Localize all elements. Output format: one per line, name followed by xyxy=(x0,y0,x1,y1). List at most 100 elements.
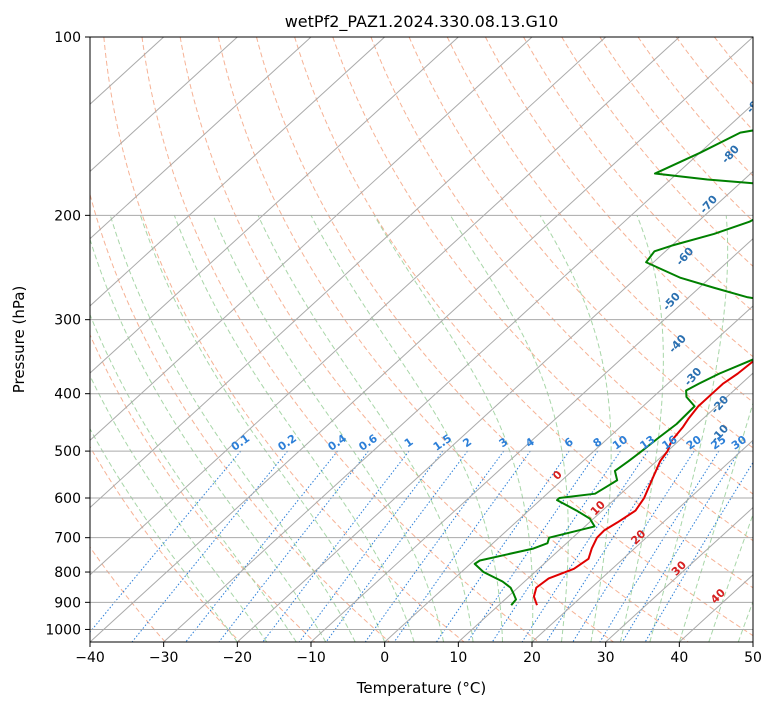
moist-adiabat xyxy=(257,215,474,642)
dry-adiabat xyxy=(217,37,689,642)
mixing-ratio-label: 36 xyxy=(750,433,770,453)
moist-adiabat xyxy=(212,215,445,642)
y-tick-label: 700 xyxy=(54,531,81,547)
moist-adiabat xyxy=(109,215,356,642)
x-tick-label: 0 xyxy=(380,650,389,666)
moist-adiabat xyxy=(310,215,504,642)
moist-adiabat xyxy=(678,401,753,642)
isotherm-line xyxy=(90,37,533,442)
dry-adiabat xyxy=(90,333,316,642)
mixing-ratio-label: 0.1 xyxy=(229,432,252,454)
isotherm-line xyxy=(236,170,753,642)
mixing-ratio-label: 0.2 xyxy=(276,432,299,454)
mixing-ratio-line xyxy=(467,450,599,642)
x-tick-label: −30 xyxy=(149,650,179,666)
mixing-ratio-line xyxy=(131,450,288,642)
x-tick-label: 20 xyxy=(523,650,541,666)
mixing-ratio-label: 20 xyxy=(684,433,704,453)
isotherm-line xyxy=(457,372,753,642)
mixing-ratio-line xyxy=(393,450,531,642)
isotherm-line xyxy=(531,439,753,642)
dry-adiabat xyxy=(752,37,753,39)
x-tick-label: 50 xyxy=(744,650,762,666)
mixing-ratio-line xyxy=(262,450,410,642)
moist-adiabat xyxy=(619,215,664,642)
mixing-ratio-line xyxy=(572,450,695,642)
moist-adiabat-label: 40 xyxy=(708,586,728,606)
dry-adiabat xyxy=(637,37,753,177)
x-tick-label: −10 xyxy=(296,650,326,666)
isotherm-line xyxy=(605,506,753,642)
dry-adiabat xyxy=(675,37,753,131)
moist-adiabat xyxy=(173,215,415,642)
x-tick-label: −40 xyxy=(75,650,105,666)
isotherm-line xyxy=(90,37,386,307)
dry-adiabat xyxy=(561,37,753,267)
dry-adiabat xyxy=(370,37,753,495)
isotherm-line xyxy=(384,305,753,642)
dry-adiabat-label: -60 xyxy=(673,245,696,269)
isotherm-line xyxy=(90,37,312,240)
plot-frame xyxy=(89,36,754,643)
x-tick-label: 40 xyxy=(670,650,688,666)
moist-adiabat-label: 20 xyxy=(628,527,648,547)
x-axis-label: Temperature (°C) xyxy=(356,679,486,697)
dry-adiabat xyxy=(90,192,390,642)
mixing-ratio-label: 13 xyxy=(638,433,658,452)
mixing-ratio-line xyxy=(218,450,369,642)
isotherm-line xyxy=(310,237,753,642)
dry-adiabat xyxy=(408,37,753,449)
y-tick-label: 200 xyxy=(54,208,81,224)
y-tick-label: 100 xyxy=(54,30,81,46)
isotherm-line xyxy=(90,37,753,642)
moist-adiabat xyxy=(90,313,297,642)
chart-title: wetPf2_PAZ1.2024.330.08.13.G10 xyxy=(285,12,559,32)
mixing-ratio-line xyxy=(621,450,740,642)
y-tick-label: 800 xyxy=(54,565,81,581)
y-tick-label: 500 xyxy=(54,444,81,460)
mixing-ratio-label: 1.5 xyxy=(431,432,454,454)
x-tick-label: −20 xyxy=(223,650,253,666)
mixing-ratio-line xyxy=(644,461,753,642)
mixing-ratio-line xyxy=(364,450,505,642)
dry-adiabat xyxy=(484,37,753,358)
mixing-ratio-line xyxy=(491,450,621,642)
isotherm-line xyxy=(163,103,753,642)
isotherm-line xyxy=(90,37,680,576)
moist-adiabat xyxy=(737,600,753,642)
dry-adiabat xyxy=(446,37,753,403)
isotherm-line xyxy=(90,37,459,374)
dry-adiabat xyxy=(179,37,614,642)
moist-adiabat-label: 10 xyxy=(588,498,608,518)
y-tick-label: 1000 xyxy=(45,622,81,638)
moist-adiabat-label: 0 xyxy=(550,468,565,483)
mixing-ratio-line xyxy=(90,450,242,633)
moist-adiabat xyxy=(139,215,386,642)
dry-adiabat-label: -70 xyxy=(697,193,720,217)
isotherm-line xyxy=(752,641,753,642)
dry-adiabat xyxy=(141,37,540,642)
mixing-ratio-line xyxy=(185,450,338,642)
moist-adiabat xyxy=(539,215,612,642)
dry-adiabat xyxy=(713,37,753,85)
dry-adiabat-label: -80 xyxy=(719,142,742,166)
dry-adiabat xyxy=(294,37,753,589)
mixing-ratio-label: 0.4 xyxy=(326,432,350,454)
isotherm-line xyxy=(90,37,607,509)
temperature-profile-line xyxy=(532,360,753,606)
mixing-ratio-label: 2 xyxy=(460,435,474,450)
moist-adiabat xyxy=(649,215,729,642)
plot-area: -100-90-80-70-60-50-40-30-20-10010203040… xyxy=(90,37,775,642)
dry-adiabat-label: -100 xyxy=(756,46,775,75)
mixing-ratio-line xyxy=(325,450,468,642)
mixing-ratio-line xyxy=(436,450,570,642)
dry-adiabat xyxy=(90,445,241,642)
moist-adiabat xyxy=(90,427,238,642)
mixing-ratio-label: 10 xyxy=(610,433,630,453)
mixing-ratio-label: 0.6 xyxy=(356,432,380,454)
dewpoint-profile-line xyxy=(473,129,753,606)
dry-adiabat-label: -90 xyxy=(744,92,767,116)
y-axis-label: Pressure (hPa) xyxy=(10,286,28,394)
mixing-ratio-label: 30 xyxy=(729,433,749,453)
dry-adiabat xyxy=(523,37,753,313)
